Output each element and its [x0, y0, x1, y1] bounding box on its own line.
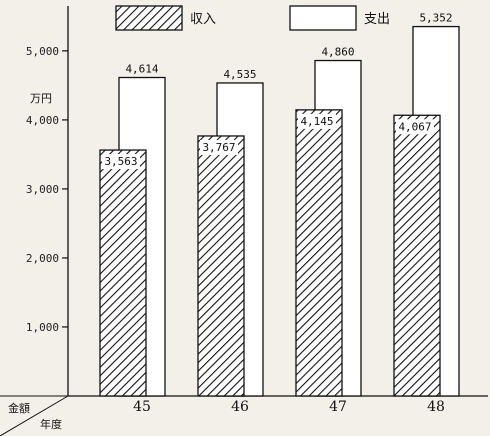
x-category-label: 48 [427, 399, 445, 415]
x-labels: 45 46 47 48 [133, 399, 445, 415]
data-label-expense: 4,860 [321, 46, 354, 59]
x-category-label: 46 [231, 399, 249, 415]
corner-row-label: 金額 [8, 401, 30, 415]
bar-income [99, 149, 147, 397]
legend-label-income: 収入 [190, 12, 216, 27]
data-label-bg-income [200, 139, 238, 155]
y-axis-unit-label: 万円 [30, 92, 52, 105]
corner-col-label: 年度 [40, 417, 62, 431]
data-label-expense: 5,352 [419, 12, 452, 25]
legend-swatch-expense [289, 5, 357, 31]
y-tick-label: 3,000 [26, 183, 59, 196]
data-label-income: 3,767 [202, 141, 235, 154]
bar-income [393, 114, 441, 397]
y-tick-label: 4,000 [26, 114, 59, 127]
data-label-income: 4,067 [398, 120, 431, 133]
x-category-label: 47 [329, 399, 347, 415]
legend-label-expense: 支出 [364, 12, 390, 27]
data-label-bg-income [396, 119, 434, 135]
legend: 収入 支出 [115, 5, 390, 31]
data-label-income: 4,145 [300, 115, 333, 128]
bar-income [295, 109, 343, 397]
y-tick-label: 1,000 [26, 321, 59, 334]
y-tick-label: 2,000 [26, 252, 59, 265]
x-category-label: 45 [133, 399, 151, 415]
data-label-expense: 4,535 [223, 68, 256, 81]
bar-income [197, 135, 245, 397]
bars: 4,614 3,563 4,535 3,767 4,860 4,145 5,352 4,067 [99, 12, 460, 397]
y-tick-label: 5,000 [26, 45, 59, 58]
data-label-bg-income [102, 154, 140, 170]
data-label-bg-income [298, 113, 336, 129]
data-label-income: 3,563 [104, 155, 137, 168]
corner-diagonal [0, 395, 69, 436]
data-label-expense: 4,614 [125, 63, 158, 76]
legend-swatch-income [115, 5, 183, 31]
y-ticks: 1,000 2,000 3,000 4,000 5,000 [26, 45, 68, 334]
